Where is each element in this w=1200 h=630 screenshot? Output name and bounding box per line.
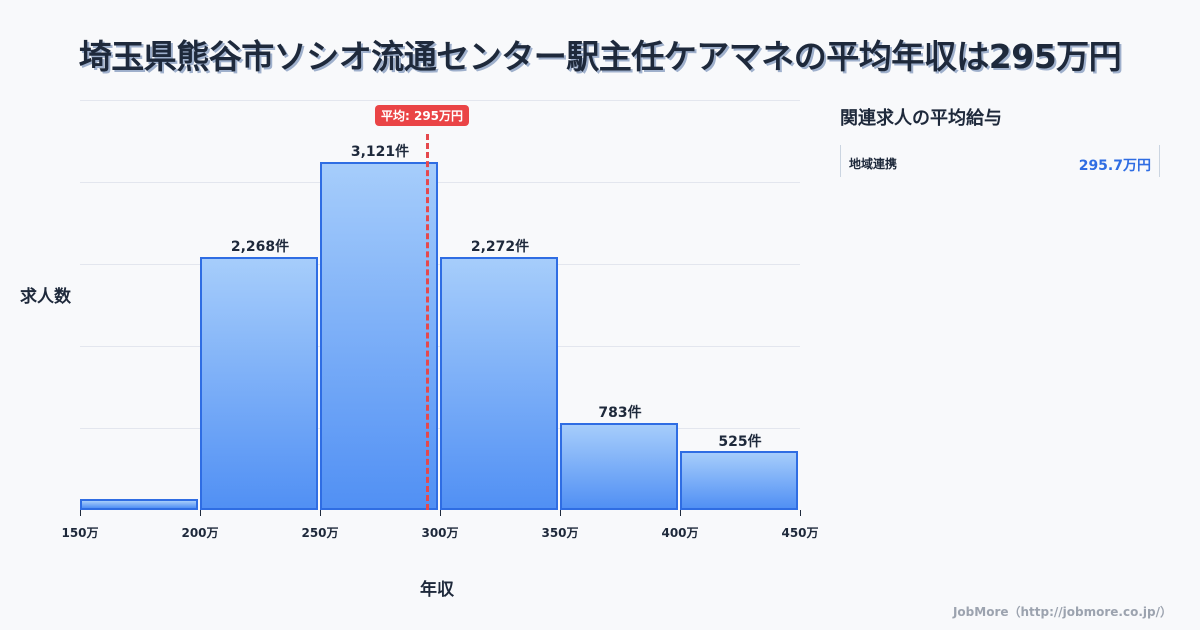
bar-value-label: 2,268件 <box>230 239 290 255</box>
x-tick <box>80 510 81 516</box>
gridline <box>80 100 800 101</box>
related-salary-title: 関連求人の平均給与 <box>840 108 1002 129</box>
y-axis-label: 求人数 <box>20 287 71 307</box>
x-tick <box>680 510 681 516</box>
chart-title: 埼玉県熊谷市ソシオ流通センター駅主任ケアマネの平均年収は295万円 <box>78 37 1122 76</box>
x-tick-label: 150万 <box>61 526 99 540</box>
bar-value-label: 2,272件 <box>470 239 530 255</box>
average-line <box>426 134 429 510</box>
bar-250-300 <box>320 162 438 510</box>
bar-200-250 <box>200 257 318 510</box>
x-tick <box>800 510 801 516</box>
bar-300-350 <box>440 257 558 510</box>
x-tick-label: 200万 <box>181 526 219 540</box>
gridline <box>80 182 800 183</box>
x-tick-label: 400万 <box>661 526 699 540</box>
x-tick <box>200 510 201 516</box>
related-salary-row: 地域連携 295.7万円 <box>840 145 1160 177</box>
x-tick <box>440 510 441 516</box>
x-tick-label: 300万 <box>421 526 459 540</box>
bar-150-200 <box>80 499 198 510</box>
bar-350-400 <box>560 423 678 510</box>
bar-400-450 <box>680 451 798 510</box>
x-tick <box>320 510 321 516</box>
related-job-salary: 295.7万円 <box>1078 158 1151 174</box>
x-axis-label: 年収 <box>420 580 454 600</box>
footer-credit: JobMore（http://jobmore.co.jp/） <box>952 605 1172 619</box>
bar-value-label: 783件 <box>598 405 642 421</box>
histogram-chart: 2,268件 3,121件 2,272件 783件 525件 <box>80 100 801 516</box>
related-job-name: 地域連携 <box>849 157 898 171</box>
average-badge: 平均: 295万円 <box>375 105 470 126</box>
x-tick-label: 450万 <box>781 526 819 540</box>
x-tick-label: 250万 <box>301 526 339 540</box>
x-tick-label: 350万 <box>541 526 579 540</box>
x-tick <box>560 510 561 516</box>
bar-value-label: 525件 <box>718 434 762 450</box>
bar-value-label: 3,121件 <box>350 144 410 160</box>
